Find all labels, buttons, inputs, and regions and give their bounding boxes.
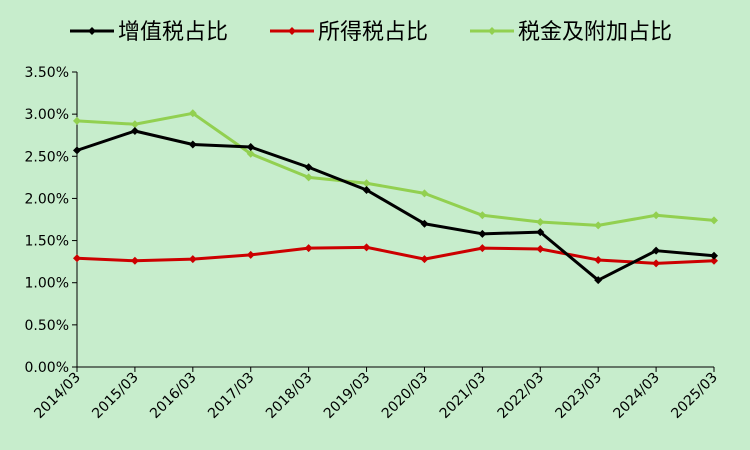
x-tick-label: 2014/03: [31, 370, 83, 422]
data-point: [304, 163, 313, 172]
x-tick-label: 2019/03: [321, 370, 373, 422]
data-point: [420, 255, 429, 264]
data-point: [246, 143, 255, 152]
data-point: [246, 149, 255, 158]
x-tick-label: 2018/03: [263, 370, 315, 422]
data-point: [478, 244, 487, 253]
data-point: [188, 109, 197, 118]
y-tick-label: 1.50%: [25, 234, 69, 250]
data-point: [536, 245, 545, 253]
legend-marker: [288, 27, 296, 35]
data-point: [362, 186, 371, 194]
y-tick-label: 2.00%: [25, 191, 69, 207]
series-line: [76, 129, 715, 282]
data-point: [130, 127, 139, 135]
y-tick-label: 2.50%: [25, 149, 69, 165]
series-0: [73, 127, 718, 285]
x-axis: 2014/03 2015/03 2016/03 2017/03 2018/03 2019/…: [31, 366, 721, 422]
data-point: [246, 250, 255, 259]
data-point: [420, 189, 429, 198]
data-point: [652, 211, 661, 220]
y-tick-label: 0.50%: [25, 318, 69, 334]
legend-label: 增值税占比: [118, 20, 228, 45]
data-point: [652, 246, 661, 255]
data-point: [130, 256, 139, 265]
data-point: [73, 254, 81, 263]
x-tick-label: 2025/03: [668, 370, 720, 422]
data-point: [710, 251, 718, 260]
series-2: [73, 109, 718, 230]
plot-area: [73, 109, 718, 285]
legend-marker: [88, 27, 96, 35]
data-point: [73, 116, 81, 125]
series-line: [76, 111, 715, 227]
x-tick-label: 2017/03: [205, 370, 257, 422]
data-point: [594, 276, 603, 285]
data-point: [536, 218, 545, 227]
y-tick-label: 1.00%: [25, 276, 69, 292]
data-point: [188, 140, 197, 149]
legend-label: 所得税占比: [318, 20, 428, 45]
x-tick-label: 2016/03: [147, 370, 199, 422]
data-point: [420, 219, 429, 228]
data-point: [478, 211, 487, 220]
legend-label: 税金及附加占比: [518, 20, 672, 45]
data-point: [710, 256, 718, 265]
x-tick-label: 2023/03: [553, 370, 605, 422]
data-point: [478, 229, 487, 238]
x-tick-label: 2021/03: [437, 370, 489, 422]
x-tick-label: 2022/03: [495, 370, 547, 422]
legend-item-2: 税金及附加占比: [470, 20, 672, 45]
legend-item-0: 增值税占比: [70, 20, 228, 45]
x-tick-label: 2015/03: [89, 370, 141, 422]
data-point: [652, 259, 661, 268]
x-tick-label: 2020/03: [379, 370, 431, 422]
series-line: [76, 245, 715, 265]
y-tick-label: 3.50%: [25, 65, 69, 81]
series-1: [73, 243, 718, 268]
y-tick-label: 3.00%: [25, 107, 69, 123]
x-tick-label: 2024/03: [610, 370, 662, 422]
data-point: [188, 255, 197, 264]
data-point: [362, 243, 371, 252]
legend: 增值税占比 所得税占比 税金及附加占比: [70, 20, 672, 45]
data-point: [304, 244, 313, 253]
data-point: [130, 120, 139, 129]
data-point: [304, 173, 313, 182]
legend-item-1: 所得税占比: [270, 20, 428, 45]
data-point: [594, 255, 603, 264]
legend-marker: [488, 27, 496, 35]
data-point: [594, 221, 603, 230]
data-point: [536, 228, 545, 237]
data-point: [710, 216, 718, 225]
y-axis: 0.00% 0.50% 1.00% 1.50% 2.00% 2.50% 3.00% 3.50%: [25, 65, 78, 376]
y-tick-label: 0.00%: [25, 360, 69, 376]
data-point: [73, 146, 81, 155]
data-point: [362, 179, 371, 188]
